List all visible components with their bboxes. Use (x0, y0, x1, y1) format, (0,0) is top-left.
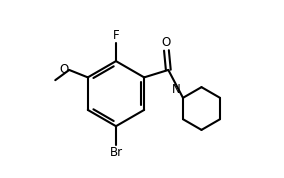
Text: O: O (59, 63, 68, 76)
Text: F: F (113, 29, 119, 42)
Text: O: O (162, 36, 171, 49)
Text: Br: Br (109, 146, 122, 159)
Text: N: N (172, 83, 181, 96)
